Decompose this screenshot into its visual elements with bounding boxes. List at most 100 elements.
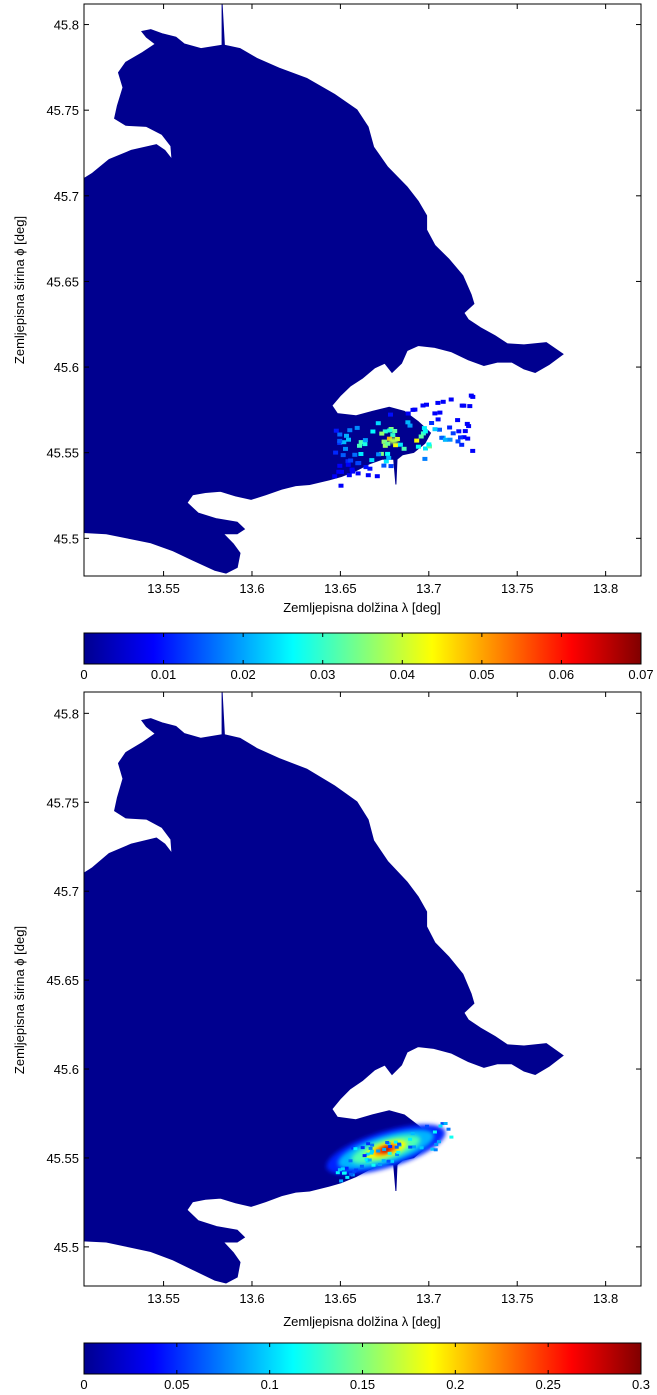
hotspot-cell	[446, 1127, 451, 1131]
hotspot-cell	[415, 444, 421, 449]
hotspot-cell	[461, 435, 467, 440]
hotspot-cell	[375, 421, 381, 426]
hotspot	[332, 393, 476, 488]
hotspot-cell	[371, 1163, 376, 1167]
hotspot-cell	[440, 1122, 445, 1126]
hotspot-cell	[369, 1151, 374, 1155]
x-tick-label: 13.6	[239, 581, 264, 596]
hotspot-cell	[374, 474, 380, 479]
hotspot-cell	[357, 443, 362, 448]
hotspot-cell	[418, 434, 424, 439]
hotspot-cell	[382, 429, 388, 434]
hotspot-cell	[397, 442, 403, 447]
hotspot-cell	[435, 400, 441, 405]
hotspot-cell	[429, 421, 435, 425]
hotspot-cell	[435, 417, 441, 422]
hotspot-cell	[433, 1148, 438, 1152]
hotspot-cell	[345, 462, 351, 467]
x-tick-label: 13.55	[147, 1291, 180, 1306]
hotspot-cell	[349, 467, 355, 472]
y-tick-label: 45.5	[54, 531, 79, 546]
hotspot-cell	[370, 429, 376, 434]
hotspot-cell	[345, 459, 351, 464]
axes-frame	[83, 691, 642, 1287]
hotspot-cell	[370, 1149, 374, 1153]
hotspot-cell	[383, 459, 389, 464]
hotspot-cell	[351, 1146, 356, 1150]
colorbar-2: 0 0.05 0.1 0.15 0.2 0.25 0.3	[80, 1342, 650, 1392]
x-tick-label: 13.65	[324, 1291, 357, 1306]
hotspot-cell	[358, 440, 364, 445]
hotspot-cell	[437, 1140, 441, 1144]
hotspot-cell	[347, 428, 353, 433]
x-tick-label: 13.7	[416, 581, 441, 596]
x-tick-label: 13.75	[501, 1291, 534, 1306]
colorbar-tick-label: 0	[80, 1377, 87, 1392]
hotspot-cell	[470, 448, 476, 453]
hotspot-cell	[438, 1124, 443, 1128]
colorbar-tick-label: 0.01	[151, 667, 176, 682]
hotspot-cell	[432, 427, 438, 432]
y-tick-label: 45.55	[46, 1151, 79, 1166]
hotspot-cell	[388, 412, 393, 417]
hotspot-cell	[449, 1135, 454, 1139]
hotspot-cell	[401, 446, 407, 451]
hotspot-cell	[388, 1145, 393, 1148]
hotspot-cell	[466, 424, 472, 429]
hotspot-cell	[335, 1171, 340, 1175]
land-region	[83, 691, 564, 1284]
hotspot-cell	[419, 1146, 424, 1150]
hotspot-cell	[339, 1179, 344, 1183]
colorbar-tick-label: 0.15	[350, 1377, 375, 1392]
x-tick-label: 13.8	[593, 1291, 618, 1306]
hotspot-cell	[376, 452, 382, 457]
colorbar-tick-label: 0.3	[632, 1377, 650, 1392]
hotspot-cell	[359, 1164, 364, 1168]
hotspot-cell	[468, 393, 474, 398]
hotspot-cell	[388, 464, 394, 469]
panel-2: 13.55 13.6 13.65 13.7 13.75 13.8 45.5 45.55 45.6…	[12, 691, 650, 1392]
hotspot-cell	[337, 432, 343, 437]
y-tick-label: 45.7	[54, 884, 79, 899]
hotspot-cell	[448, 397, 454, 402]
hotspot-cell	[434, 1143, 439, 1146]
y-tick-label: 45.75	[46, 103, 79, 118]
hotspot-cell	[465, 436, 471, 441]
hotspot-cell	[459, 442, 465, 447]
hotspot-cell	[408, 1137, 413, 1141]
hotspot-cell	[342, 1171, 346, 1175]
y-tick-label: 45.6	[54, 1062, 79, 1077]
hotspot-cell	[455, 439, 461, 444]
colorbar-1: 0 0.01 0.02 0.03 0.04 0.05 0.06 0.07	[80, 632, 654, 682]
hotspot-cell	[340, 1167, 345, 1171]
hotspot-cell	[354, 1168, 359, 1172]
hotspot-cell	[368, 1146, 373, 1150]
hotspot-cell	[410, 1132, 415, 1136]
plot-area-2: 13.55 13.6 13.65 13.7 13.75 13.8 45.5 45.55 45.6…	[46, 691, 642, 1306]
hotspot-cell	[405, 411, 411, 416]
colorbar-tick-label: 0.07	[628, 667, 653, 682]
hotspot-cell	[346, 437, 351, 442]
hotspot-cell	[392, 429, 398, 433]
hotspot-cell	[348, 1159, 353, 1163]
hotspot-cell	[337, 1168, 342, 1172]
hotspot-cell	[426, 442, 432, 447]
hotspot-cell	[363, 465, 369, 470]
colorbar-tick-label: 0.05	[164, 1377, 189, 1392]
hotspot-cell	[424, 402, 429, 407]
hotspot-cell	[437, 410, 443, 415]
y-tick-label: 45.8	[54, 18, 79, 33]
y-axis-label-2: Zemljepisna širina ϕ [deg]	[12, 926, 27, 1074]
hotspot-cell	[333, 450, 339, 455]
x-tick-label: 13.55	[147, 581, 180, 596]
hotspot-cell	[344, 433, 349, 438]
hotspot-cell	[386, 436, 392, 441]
hotspot-cell	[455, 418, 461, 423]
colorbar-tick-label: 0	[80, 667, 87, 682]
hotspot-cell	[362, 1154, 367, 1158]
hotspot-cell	[407, 423, 413, 428]
y-tick-label: 45.6	[54, 360, 79, 375]
hotspot-cell	[336, 469, 342, 474]
hotspot-cell	[378, 1163, 382, 1166]
hotspot-cell	[354, 425, 360, 430]
